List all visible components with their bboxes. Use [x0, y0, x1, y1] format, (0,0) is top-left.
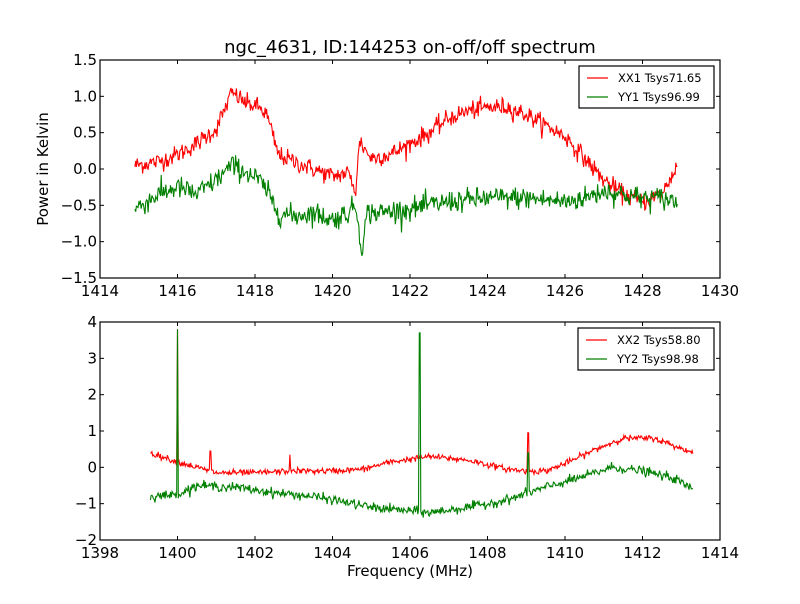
x-tick-label: 1406	[391, 544, 429, 562]
series-line-xx1	[134, 87, 678, 212]
y-tick-label: −1	[75, 495, 97, 513]
y-tick-label: −0.5	[61, 196, 97, 214]
x-tick-label: 1414	[81, 282, 119, 300]
y-tick-label: 1	[87, 422, 97, 440]
y-tick-label: 2	[87, 386, 97, 404]
x-tick-label: 1430	[701, 282, 739, 300]
top-panel: 1414 1416 1418 1420 1422 1424 1426 1428 1430 −1.5…	[61, 51, 740, 300]
legend: XX1 Tsys71.65 YY1 Tsys96.99	[578, 65, 715, 109]
legend-box	[577, 327, 715, 371]
y-tick-label: −1.0	[61, 233, 97, 251]
x-tick-label: 1398	[81, 544, 119, 562]
x-tick-label: 1418	[236, 282, 274, 300]
x-tick-label: 1410	[546, 544, 584, 562]
x-tick-label: 1428	[623, 282, 661, 300]
y-tick-label: 3	[87, 349, 97, 367]
y-tick-label: 0.0	[73, 160, 97, 178]
x-tick-label: 1424	[468, 282, 506, 300]
x-tick-label: 1420	[313, 282, 351, 300]
bottom-panel: 1398 1400 1402 1404 1406 1408 1410 1412 1414−2−1…	[75, 313, 739, 562]
x-tick-label: 1408	[468, 544, 506, 562]
series-line-yy2	[149, 329, 694, 518]
y-tick-label: 0.5	[73, 124, 97, 142]
legend-entry: YY2 Tsys98.98	[616, 352, 699, 366]
y-tick-label: 0	[87, 458, 97, 476]
x-tick-label: 1404	[313, 544, 351, 562]
y-tick-label: 1.0	[73, 87, 97, 105]
x-tick-label: 1422	[391, 282, 429, 300]
x-tick-label: 1414	[701, 544, 739, 562]
x-tick-label: 1400	[158, 544, 196, 562]
chart-title: ngc_4631, ID:144253 on-off/off spectrum	[224, 37, 596, 58]
y-tick-label: −1.5	[61, 269, 97, 287]
y-axis-label-top: Power in Kelvin	[34, 112, 52, 226]
series-line-yy1	[134, 155, 678, 256]
y-tick-label: −2	[75, 531, 97, 549]
x-tick-label: 1412	[623, 544, 661, 562]
x-tick-label: 1402	[236, 544, 274, 562]
legend-entry: XX1 Tsys71.65	[618, 71, 702, 85]
legend-entry: XX2 Tsys58.80	[617, 333, 701, 347]
x-tick-label: 1426	[546, 282, 584, 300]
legend-entry: YY1 Tsys96.99	[617, 90, 700, 104]
legend-box	[578, 65, 715, 109]
legend: XX2 Tsys58.80 YY2 Tsys98.98	[577, 327, 715, 371]
x-axis-label-bottom: Frequency (MHz)	[347, 562, 473, 580]
y-tick-label: 1.5	[73, 51, 97, 69]
series-line-xx2	[150, 329, 694, 477]
x-tick-label: 1416	[158, 282, 196, 300]
y-tick-label: 4	[87, 313, 97, 331]
